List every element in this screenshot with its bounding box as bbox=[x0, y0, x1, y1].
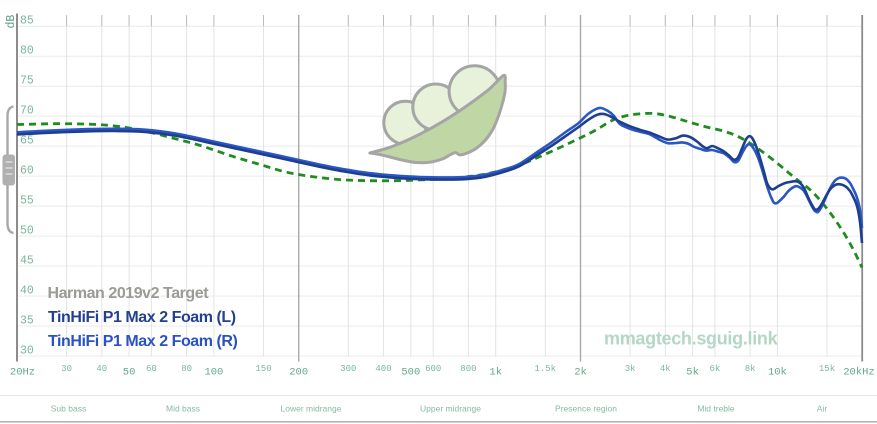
svg-text:35: 35 bbox=[20, 314, 34, 327]
svg-text:80: 80 bbox=[20, 45, 34, 58]
svg-text:20Hz: 20Hz bbox=[10, 367, 35, 379]
svg-text:85: 85 bbox=[20, 15, 34, 28]
svg-text:Mid treble: Mid treble bbox=[697, 404, 735, 414]
svg-text:50: 50 bbox=[20, 224, 34, 237]
svg-text:TinHiFi P1 Max 2 Foam (R): TinHiFi P1 Max 2 Foam (R) bbox=[48, 333, 237, 350]
svg-text:Upper midrange: Upper midrange bbox=[420, 404, 481, 414]
svg-text:75: 75 bbox=[20, 75, 34, 88]
svg-text:45: 45 bbox=[20, 254, 34, 267]
svg-text:30: 30 bbox=[61, 364, 72, 374]
svg-text:80: 80 bbox=[181, 364, 192, 374]
svg-text:50: 50 bbox=[123, 367, 136, 379]
svg-text:55: 55 bbox=[20, 194, 34, 207]
svg-text:600: 600 bbox=[425, 364, 441, 374]
svg-text:TinHiFi P1 Max 2 Foam (L): TinHiFi P1 Max 2 Foam (L) bbox=[48, 309, 236, 326]
svg-text:15k: 15k bbox=[819, 364, 835, 374]
svg-text:2k: 2k bbox=[574, 367, 587, 379]
svg-text:800: 800 bbox=[460, 364, 476, 374]
svg-text:65: 65 bbox=[20, 134, 34, 147]
svg-text:300: 300 bbox=[340, 364, 356, 374]
svg-text:60: 60 bbox=[146, 364, 157, 374]
svg-text:1k: 1k bbox=[489, 367, 502, 379]
svg-text:150: 150 bbox=[255, 364, 271, 374]
svg-text:20kHz: 20kHz bbox=[843, 367, 875, 379]
svg-text:30: 30 bbox=[20, 344, 34, 357]
svg-text:100: 100 bbox=[204, 367, 223, 379]
svg-text:400: 400 bbox=[375, 364, 391, 374]
svg-text:40: 40 bbox=[20, 284, 34, 297]
svg-text:Presence region: Presence region bbox=[555, 404, 617, 414]
svg-text:10k: 10k bbox=[768, 367, 787, 379]
svg-text:8k: 8k bbox=[745, 364, 756, 374]
svg-text:Air: Air bbox=[817, 404, 828, 414]
svg-text:5k: 5k bbox=[686, 367, 699, 379]
svg-text:Lower midrange: Lower midrange bbox=[281, 404, 342, 414]
svg-text:Mid bass: Mid bass bbox=[166, 404, 200, 414]
svg-text:Sub bass: Sub bass bbox=[51, 404, 86, 414]
svg-text:3k: 3k bbox=[625, 364, 636, 374]
svg-text:200: 200 bbox=[289, 367, 308, 379]
svg-text:40: 40 bbox=[96, 364, 107, 374]
svg-text:Harman 2019v2 Target: Harman 2019v2 Target bbox=[48, 285, 210, 302]
svg-text:mmagtech.sguig.link: mmagtech.sguig.link bbox=[604, 329, 779, 349]
svg-text:60: 60 bbox=[20, 164, 34, 177]
svg-text:6k: 6k bbox=[709, 364, 720, 374]
svg-text:1.5k: 1.5k bbox=[534, 364, 556, 374]
svg-text:70: 70 bbox=[20, 104, 34, 117]
svg-text:4k: 4k bbox=[660, 364, 671, 374]
svg-text:dB: dB bbox=[5, 15, 18, 29]
svg-text:500: 500 bbox=[401, 367, 420, 379]
